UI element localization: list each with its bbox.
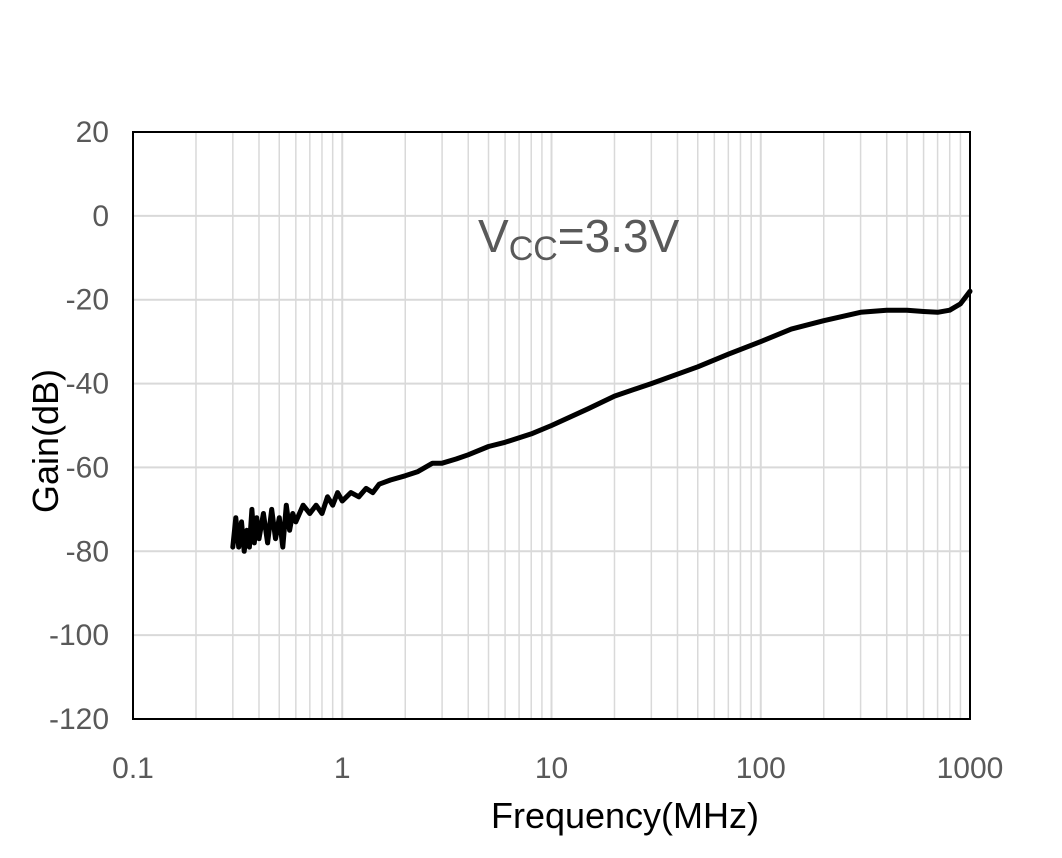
x-tick-label: 1000: [937, 752, 1004, 785]
y-tick-label: -100: [49, 619, 109, 652]
x-tick-label: 1: [334, 752, 351, 785]
y-tick-label: 20: [76, 116, 109, 149]
y-tick-label: -40: [66, 368, 109, 401]
y-tick-label: -60: [66, 451, 109, 484]
y-tick-label: -20: [66, 284, 109, 317]
y-tick-label: 0: [92, 200, 109, 233]
x-tick-label: 10: [535, 752, 568, 785]
vcc-annotation-subscript: CC: [509, 230, 558, 268]
x-tick-label: 100: [736, 752, 786, 785]
y-axis-title: Gain(dB): [25, 369, 66, 513]
y-tick-label: -80: [66, 535, 109, 568]
gain-series: [230, 288, 973, 554]
y-tick-label: -120: [49, 703, 109, 736]
x-tick-label: 0.1: [112, 752, 154, 785]
plot-area-border: [132, 131, 971, 720]
minor-gridlines: [195, 132, 962, 719]
y-axis-tick-labels: 20 0 -20 -40 -60 -80 -100 -120: [49, 116, 109, 736]
x-axis-tick-labels: 0.1 1 10 100 1000: [112, 752, 1003, 785]
gain-line: [230, 288, 973, 554]
vcc-annotation: VCC=3.3V: [478, 210, 680, 268]
vcc-annotation-main: V: [478, 210, 509, 262]
vcc-annotation-value: =3.3V: [558, 210, 680, 262]
x-axis-title: Frequency(MHz): [491, 795, 759, 836]
